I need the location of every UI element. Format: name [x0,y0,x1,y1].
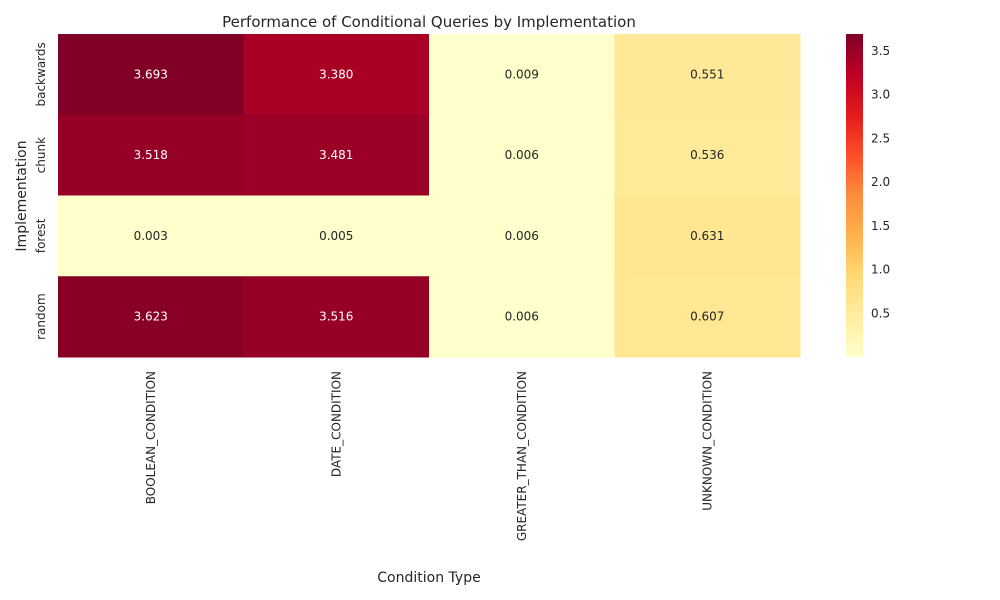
y-tick-label: random [34,293,48,340]
heatmap-cell [429,34,615,116]
y-tick-labels: backwards chunk forest random [34,42,48,340]
y-tick-label: backwards [34,42,48,106]
cell-value-label: 0.006 [505,310,539,324]
heatmap-cell [58,34,244,116]
heatmap-cell [614,114,801,196]
heatmap-cell [243,34,430,116]
colorbar [846,34,863,357]
colorbar-tick-label: 2.0 [871,175,890,189]
cell-value-label: 0.006 [505,148,539,162]
chart-title: Performance of Conditional Queries by Im… [222,13,636,31]
cell-value-label: 3.516 [319,310,353,324]
x-axis-label: Condition Type [377,570,480,586]
x-tick-label: UNKNOWN_CONDITION [700,371,714,511]
heatmap-cell [614,195,801,277]
heatmap-cell [58,114,244,196]
cell-value-label: 0.009 [505,67,539,81]
heatmap-cell [243,276,430,358]
heatmap-cell [429,114,615,196]
x-tick-label: GREATER_THAN_CONDITION [515,371,529,541]
cell-value-label: 3.693 [134,67,168,81]
cell-value-label: 0.003 [134,229,168,243]
cell-value-label: 0.607 [690,310,724,324]
x-tick-label: BOOLEAN_CONDITION [144,371,158,504]
cell-value-label: 3.518 [134,148,168,162]
cell-value-label: 0.631 [690,229,724,243]
x-tick-labels: BOOLEAN_CONDITION DATE_CONDITION GREATER_T… [144,371,715,541]
x-tick-label: DATE_CONDITION [329,371,343,477]
cell-value-label: 0.005 [319,229,353,243]
colorbar-ticks: 0.5 1.0 1.5 2.0 2.5 3.0 3.5 [871,44,890,321]
heatmap-cell [614,276,801,358]
heatmap-cell [58,276,244,358]
colorbar-tick-label: 3.5 [871,44,890,58]
cell-value-label: 3.481 [319,148,353,162]
heatmap-cell [243,114,430,196]
colorbar-tick-label: 2.5 [871,131,890,145]
y-tick-label: forest [34,218,48,253]
heatmap-cell [58,195,244,277]
heatmap-cell [614,34,801,116]
heatmap-cells: 3.693 3.380 0.009 0.551 3.518 3.481 0.006 0.536… [58,34,801,358]
cell-value-label: 0.551 [690,67,724,81]
heatmap-cell [429,195,615,277]
y-axis-label: Implementation [14,140,30,251]
colorbar-tick-label: 1.0 [871,263,890,277]
cell-value-label: 3.380 [319,67,353,81]
colorbar-tick-label: 0.5 [871,306,890,320]
colorbar-tick-label: 1.5 [871,219,890,233]
y-tick-label: chunk [34,137,48,173]
cell-value-label: 3.623 [134,310,168,324]
cell-value-label: 0.006 [505,229,539,243]
heatmap-cell [243,195,430,277]
cell-value-label: 0.536 [690,148,724,162]
heatmap-cell [429,276,615,358]
colorbar-tick-label: 3.0 [871,88,890,102]
